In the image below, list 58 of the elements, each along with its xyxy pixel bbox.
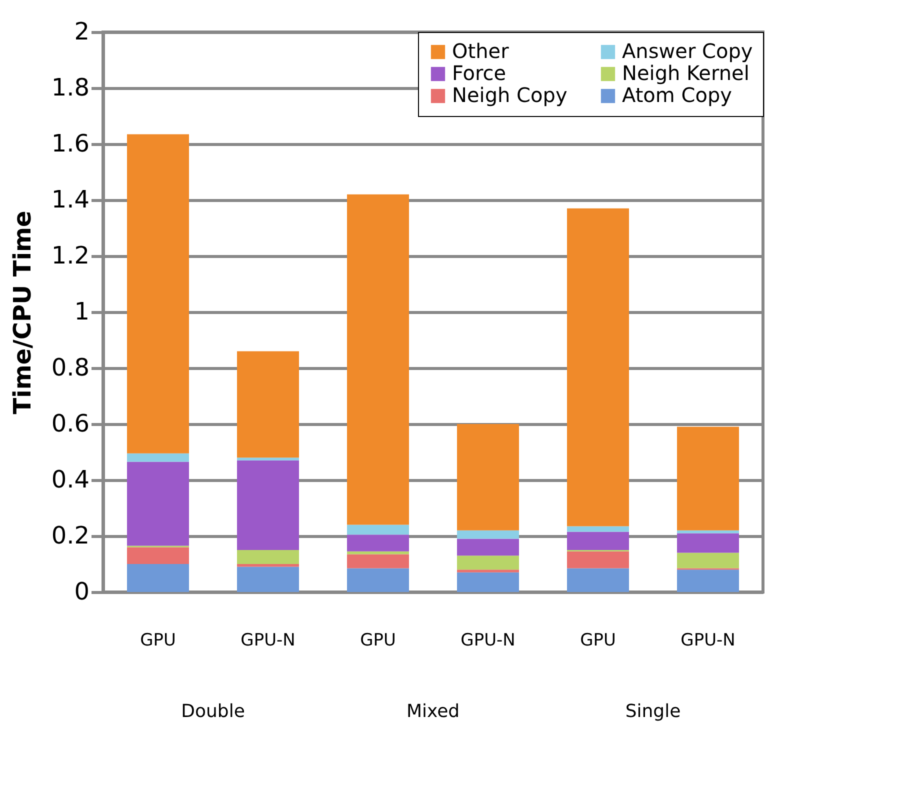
- bar: [567, 526, 629, 532]
- bar: [457, 424, 519, 530]
- y-tick-label: 0.4: [51, 466, 90, 494]
- y-tick-label: 1: [74, 298, 90, 326]
- text: Single: [625, 701, 681, 722]
- x-tick-label: GPU: [580, 630, 616, 650]
- bar: [347, 194, 409, 525]
- x-tick-label: GPU: [360, 630, 396, 650]
- bar: [127, 462, 189, 546]
- bar: [677, 533, 739, 553]
- bar: [457, 538, 519, 556]
- y-tick-label: 0: [74, 578, 90, 606]
- y-tick-label: 1.6: [51, 130, 90, 158]
- y-tick-label: 2: [74, 18, 90, 46]
- bar: [347, 524, 409, 535]
- bar: [237, 564, 299, 567]
- legend-label: Atom Copy: [622, 83, 732, 107]
- legend-label: Answer Copy: [622, 39, 753, 63]
- bar: [127, 564, 189, 592]
- x-tick-label: GPU-N: [240, 630, 296, 650]
- bar: [127, 134, 189, 454]
- x-tick-label: GPU-N: [680, 630, 736, 650]
- bar: [237, 458, 299, 460]
- bar: [127, 453, 189, 462]
- bar: [127, 547, 189, 564]
- bar: [457, 556, 519, 570]
- bar: [347, 554, 409, 568]
- bar: [237, 351, 299, 458]
- bar: [567, 208, 629, 526]
- y-axis-title: Time/CPU Time: [8, 210, 36, 414]
- bar: [567, 568, 629, 592]
- bar: [347, 568, 409, 592]
- legend-label: Neigh Kernel: [622, 61, 750, 85]
- bar: [457, 570, 519, 572]
- x-tick-label: GPU: [140, 630, 176, 650]
- bar: [347, 534, 409, 552]
- bar: [457, 572, 519, 592]
- y-tick-label: 0.2: [51, 522, 90, 550]
- legend-label: Neigh Copy: [452, 83, 568, 107]
- text: Mixed: [406, 701, 460, 722]
- bar: [677, 570, 739, 592]
- bar: [567, 532, 629, 550]
- y-tick-label: 1.8: [51, 74, 90, 102]
- y-tick-label: 0.6: [51, 410, 90, 438]
- legend-label: Force: [452, 61, 506, 85]
- bar: [457, 530, 519, 539]
- bar: [237, 566, 299, 592]
- bar: [677, 552, 739, 568]
- bar: [237, 460, 299, 550]
- bar: [677, 426, 739, 530]
- bar: [237, 550, 299, 564]
- y-tick-label: 1.2: [51, 242, 90, 270]
- y-tick-label: 1.4: [51, 186, 90, 214]
- bar: [567, 551, 629, 568]
- text: Double: [181, 701, 245, 722]
- x-tick-label: GPU-N: [460, 630, 516, 650]
- legend-label: Other: [452, 39, 510, 63]
- y-tick-label: 0.8: [51, 354, 90, 382]
